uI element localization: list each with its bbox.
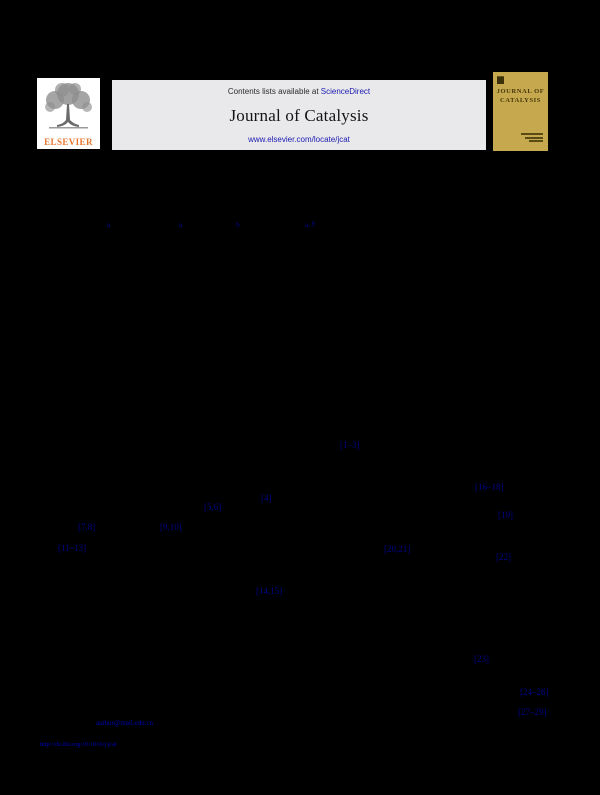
citation-link[interactable]: [14,15] (256, 586, 283, 596)
author-superscript-link[interactable]: b (236, 220, 240, 229)
citation-link[interactable]: [20,21] (384, 544, 411, 554)
cover-title: JOURNAL OF CATALYSIS (493, 87, 548, 105)
elsevier-tree-icon (45, 83, 92, 129)
citation-link[interactable]: [9,10] (160, 522, 182, 532)
elsevier-wordmark: ELSEVIER (44, 137, 93, 147)
journal-title: Journal of Catalysis (229, 105, 369, 125)
doi-link[interactable]: http://dx.doi.org/10.1016/j.jcat (40, 741, 117, 748)
citation-link[interactable]: [5,6] (204, 502, 222, 512)
citation-link[interactable]: [16–18] (475, 482, 504, 492)
journal-cover: JOURNAL OF CATALYSIS (493, 72, 548, 151)
contents-text: Contents lists available at (227, 87, 321, 96)
citation-link[interactable]: [1–3] (340, 440, 360, 450)
sciencedirect-link[interactable]: ScienceDirect (320, 87, 371, 96)
cover-title-line1: JOURNAL OF (496, 88, 545, 95)
corresponding-author-superscript-link[interactable]: a,⇑ (305, 220, 317, 229)
author-superscript-link[interactable]: a (107, 220, 111, 229)
contents-line: Contents lists available at ScienceDirec… (228, 87, 370, 96)
journal-website-link[interactable]: www.elsevier.com/locate/jcat (248, 135, 350, 144)
journal-banner: Contents lists available at ScienceDirec… (112, 80, 486, 150)
cover-imprint (521, 133, 543, 142)
citation-link[interactable]: [22] (496, 552, 511, 562)
cover-logo-icon (497, 76, 504, 84)
citation-link[interactable]: [27–29] (518, 707, 547, 717)
citation-link[interactable]: [4] (261, 493, 272, 503)
author-superscript-link[interactable]: a (179, 220, 183, 229)
citation-link[interactable]: [24–26] (520, 687, 549, 697)
citation-link[interactable]: [7,8] (78, 522, 96, 532)
cover-title-line2: CATALYSIS (499, 97, 542, 104)
corresponding-author-email-link[interactable]: author@mail.edu.cn (96, 719, 153, 727)
citation-link[interactable]: [11–13] (58, 543, 87, 553)
citation-link[interactable]: [23] (474, 654, 489, 664)
elsevier-logo: ELSEVIER (37, 78, 100, 149)
citation-link[interactable]: [19] (498, 510, 513, 520)
